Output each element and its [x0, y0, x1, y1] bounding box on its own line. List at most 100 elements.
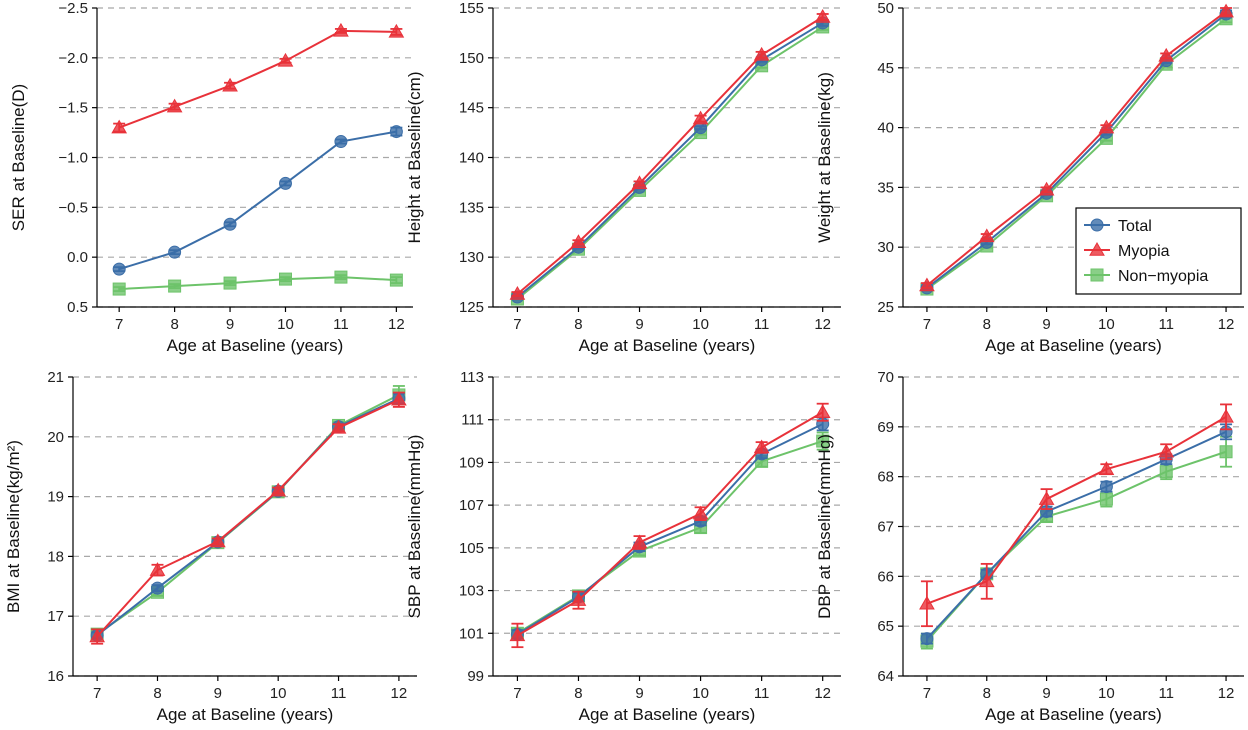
y-tick-label: 35 — [877, 179, 894, 196]
y-tick-label: 16 — [47, 668, 64, 685]
panel-1: 0.5 0.0 −0.5 −1.0 −1.5 −2.0 −2.5 7 8 9 10 11 12 Age a… — [9, 0, 413, 355]
data-point-triangle — [509, 286, 526, 300]
x-tick-label: 11 — [1158, 316, 1174, 333]
y-tick-label: 18 — [47, 548, 64, 565]
x-tick-label: 7 — [93, 685, 101, 702]
data-point-square — [1219, 445, 1233, 459]
data-point-triangle — [631, 534, 648, 549]
y-tick-label: −1.5 — [58, 100, 88, 117]
series-line-non-myopia — [926, 17, 1227, 290]
data-point-triangle — [1098, 461, 1115, 475]
data-point-triangle — [814, 8, 831, 23]
x-tick-label: 12 — [391, 685, 408, 702]
data-point-square — [816, 434, 830, 448]
x-axis-title: Age at Baseline (years) — [579, 336, 756, 355]
y-tick-label: −0.5 — [58, 199, 88, 216]
y-tick-label: 20 — [47, 429, 64, 446]
x-tick-label: 10 — [1098, 316, 1115, 333]
y-tick-label: 101 — [459, 625, 484, 642]
series-line-total — [926, 13, 1227, 289]
x-tick-label: 11 — [331, 685, 347, 702]
y-tick-label: 111 — [461, 412, 484, 429]
y-tick-label: 70 — [877, 369, 894, 386]
y-tick-label: 45 — [877, 60, 894, 77]
y-axis-title: Weight at Baseline(kg) — [815, 72, 834, 243]
y-tick-label: 135 — [459, 199, 484, 216]
data-point-triangle — [978, 573, 995, 588]
series-line-myopia — [516, 411, 824, 637]
y-tick-label: 99 — [467, 668, 484, 685]
y-tick-label: 17 — [47, 608, 64, 625]
legend-label: Myopia — [1118, 243, 1170, 260]
series-line-myopia — [118, 29, 397, 129]
y-tick-label: −2.0 — [58, 50, 88, 67]
x-axis-title: Age at Baseline (years) — [157, 705, 334, 724]
y-tick-label: 19 — [47, 489, 64, 506]
legend-marker-square — [1090, 268, 1104, 282]
legend-marker-circle — [1090, 218, 1104, 232]
x-tick-label: 10 — [277, 316, 294, 333]
series-line-total — [516, 22, 824, 298]
x-tick-label: 9 — [635, 316, 643, 333]
data-point-square — [278, 272, 292, 286]
x-tick-label: 10 — [692, 316, 709, 333]
data-point-triangle — [1098, 119, 1115, 134]
x-axis-title: Age at Baseline (years) — [985, 705, 1162, 724]
x-tick-label: 7 — [115, 316, 123, 333]
data-point-square — [334, 270, 348, 284]
series-line-myopia — [516, 16, 824, 295]
series-myopia — [111, 22, 405, 134]
series-line-total — [516, 423, 824, 636]
y-tick-label: 130 — [459, 249, 484, 266]
data-point-circle — [1099, 480, 1113, 494]
y-tick-label: 155 — [459, 0, 484, 17]
data-point-triangle — [814, 404, 831, 418]
series-non-myopia — [112, 270, 403, 296]
data-point-circle — [150, 581, 164, 595]
y-tick-label: 40 — [877, 120, 894, 137]
x-tick-label: 12 — [1218, 685, 1235, 702]
series-line-non-myopia — [119, 276, 397, 291]
data-point-triangle — [692, 110, 709, 125]
data-point-triangle — [333, 22, 349, 37]
y-tick-label: 150 — [459, 50, 484, 67]
x-tick-label: 8 — [574, 685, 582, 702]
data-point-circle — [920, 632, 934, 646]
data-point-circle — [278, 176, 292, 190]
y-tick-label: 67 — [877, 519, 894, 536]
x-tick-label: 7 — [923, 316, 931, 333]
y-tick-label: 50 — [877, 0, 894, 17]
series-non-myopia — [920, 435, 1233, 650]
panel-5: 99 101 103 105 107 109 111 113 7 8 9 10 11 12 Age at B… — [405, 369, 841, 724]
y-tick-label: 140 — [459, 150, 484, 167]
y-axis-title: BMI at Baseline(kg/m²) — [4, 440, 23, 613]
series-line-total — [926, 430, 1227, 640]
y-tick-label: 0.0 — [67, 249, 88, 266]
data-point-square — [168, 279, 182, 293]
data-point-triangle — [270, 482, 287, 497]
data-point-square — [1099, 492, 1113, 506]
series-myopia — [919, 403, 1234, 628]
x-tick-label: 9 — [214, 685, 222, 702]
panel-2: 125 130 135 140 145 150 155 7 8 9 10 11 12 Age at Bas… — [405, 0, 841, 355]
x-axis-title: Age at Baseline (years) — [167, 336, 344, 355]
series-line-total — [118, 130, 397, 271]
series-total — [920, 423, 1233, 646]
y-tick-label: 109 — [459, 454, 484, 471]
data-point-triangle — [111, 119, 128, 134]
x-tick-label: 11 — [333, 316, 349, 333]
x-tick-label: 12 — [814, 685, 831, 702]
x-tick-label: 8 — [170, 316, 178, 333]
x-tick-label: 8 — [983, 685, 991, 702]
x-tick-label: 9 — [226, 316, 234, 333]
data-point-triangle — [919, 595, 935, 610]
data-point-square — [112, 282, 126, 296]
series-total — [112, 125, 403, 276]
x-tick-label: 12 — [1218, 316, 1235, 333]
data-point-triangle — [692, 505, 709, 520]
y-axis-title: Height at Baseline(cm) — [405, 72, 424, 244]
series-myopia — [89, 391, 407, 645]
y-tick-label: 30 — [877, 239, 894, 256]
data-point-triangle — [1038, 181, 1055, 196]
